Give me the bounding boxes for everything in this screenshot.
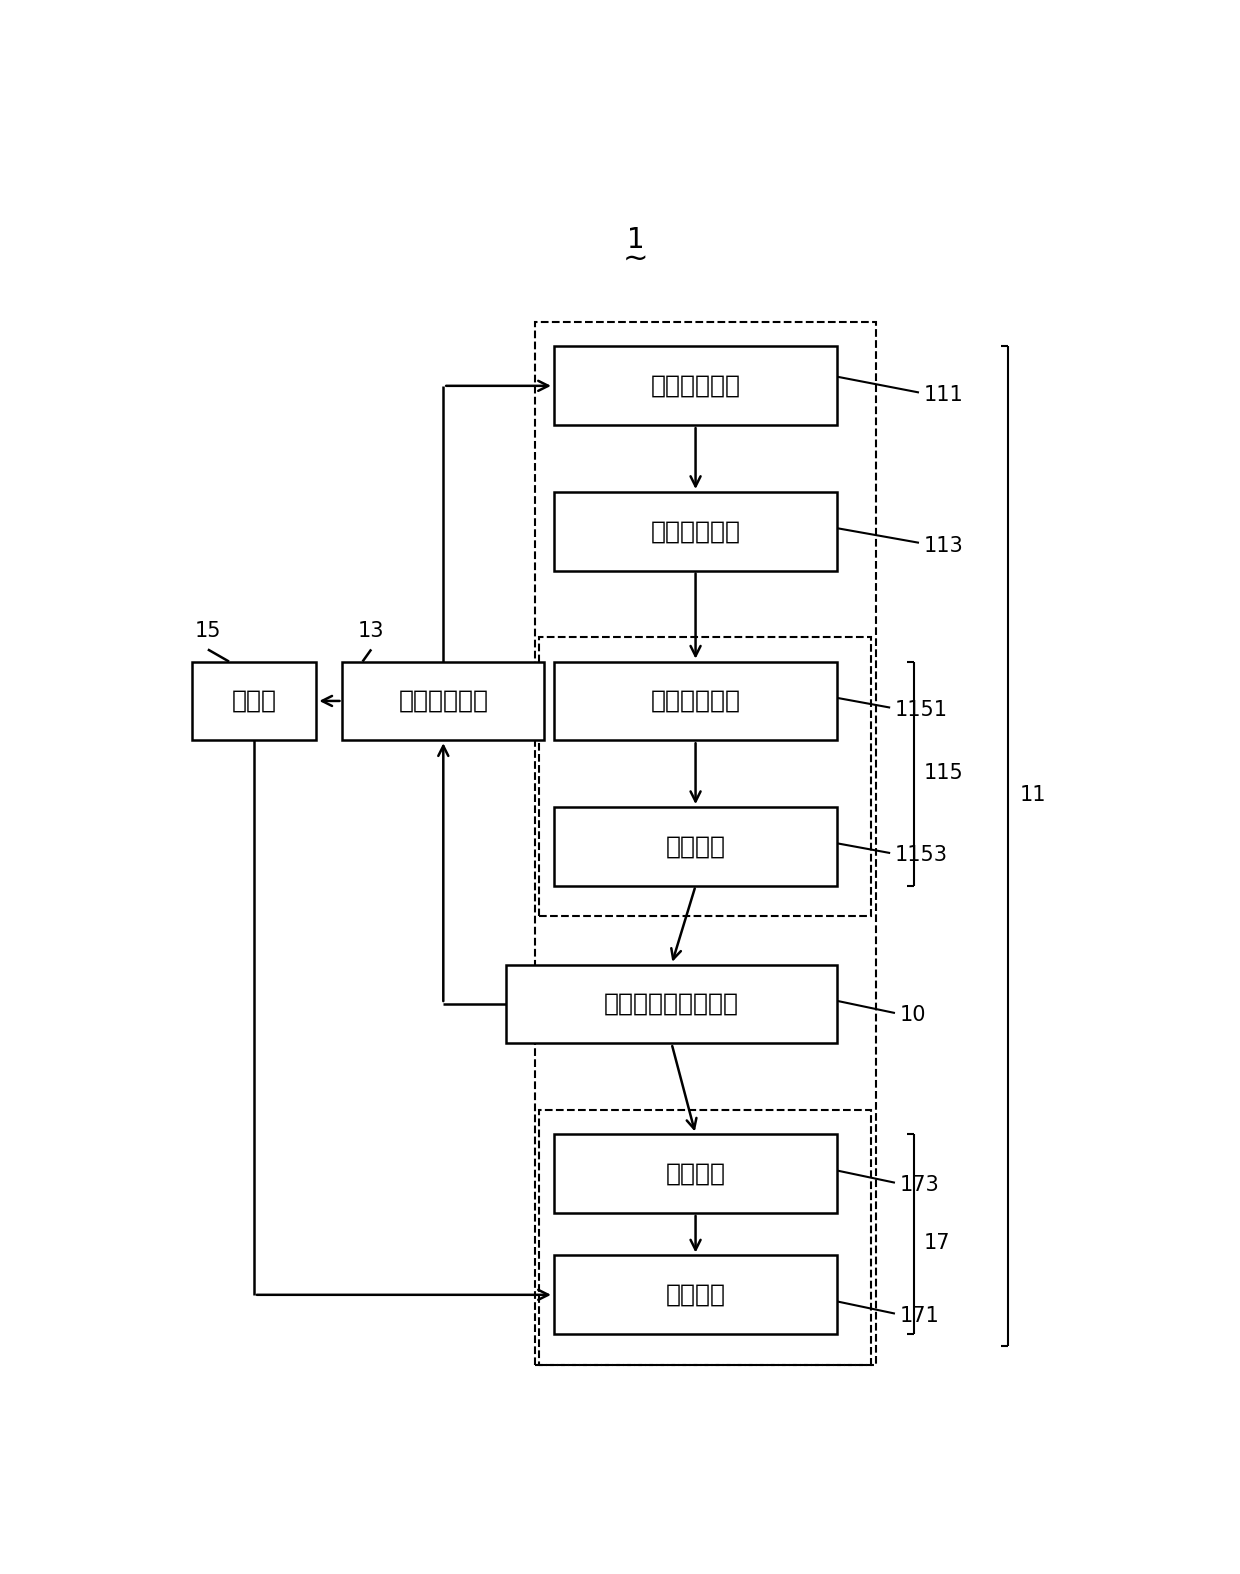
Bar xyxy=(191,661,316,740)
Text: 聚焦装置: 聚焦装置 xyxy=(666,834,725,858)
Bar xyxy=(539,637,870,916)
Bar xyxy=(539,1110,870,1365)
Text: 115: 115 xyxy=(924,763,963,782)
Text: 光学调整装置: 光学调整装置 xyxy=(651,689,740,713)
Bar xyxy=(506,965,837,1044)
Bar xyxy=(554,346,837,425)
Bar xyxy=(554,1135,837,1214)
Text: ~: ~ xyxy=(622,244,649,274)
Text: 温度控制系统: 温度控制系统 xyxy=(398,689,489,713)
Text: 113: 113 xyxy=(924,537,963,557)
Bar xyxy=(554,661,837,740)
Text: 1151: 1151 xyxy=(895,700,947,719)
Text: 17: 17 xyxy=(924,1234,950,1253)
Text: 激光触发系统: 激光触发系统 xyxy=(651,375,740,398)
Bar xyxy=(534,323,875,1365)
Text: 1153: 1153 xyxy=(895,845,947,866)
Text: 激光发生机构: 激光发生机构 xyxy=(651,519,740,543)
Text: 10: 10 xyxy=(900,1006,926,1025)
Text: 11: 11 xyxy=(1019,785,1047,804)
Text: 1: 1 xyxy=(626,225,645,253)
Text: 高通量组合材料芯片: 高通量组合材料芯片 xyxy=(604,992,739,1015)
Text: 上位机: 上位机 xyxy=(232,689,277,713)
Bar xyxy=(554,491,837,571)
Text: 15: 15 xyxy=(195,622,221,641)
Bar xyxy=(342,661,544,740)
Text: 173: 173 xyxy=(900,1176,940,1195)
Bar xyxy=(554,1256,837,1335)
Bar xyxy=(554,807,837,886)
Text: 移动机构: 移动机构 xyxy=(666,1162,725,1185)
Text: 驱动装置: 驱动装置 xyxy=(666,1283,725,1306)
Text: 171: 171 xyxy=(900,1306,940,1325)
Text: 111: 111 xyxy=(924,386,963,405)
Text: 13: 13 xyxy=(358,622,384,641)
